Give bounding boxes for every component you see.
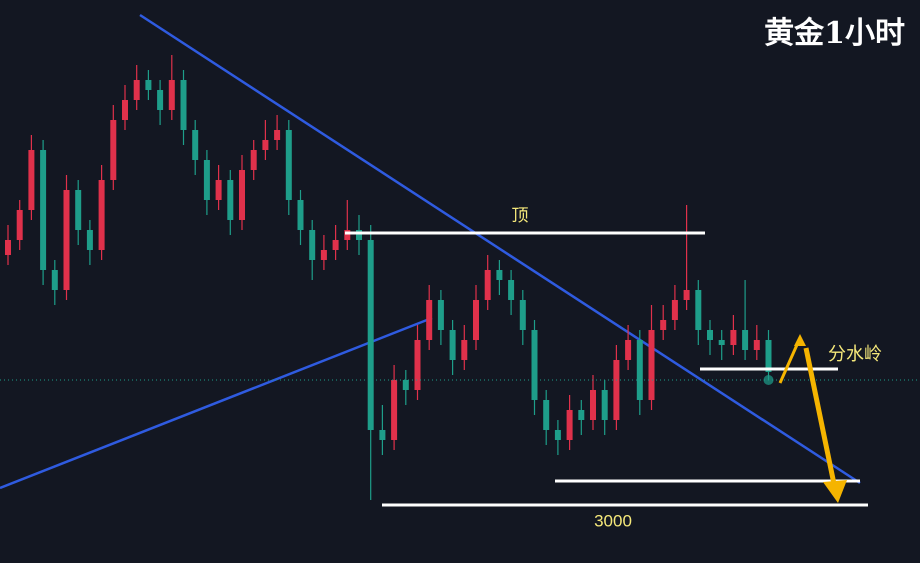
candle-body xyxy=(671,300,678,320)
candle-body xyxy=(344,230,351,240)
candle-body xyxy=(391,380,398,440)
candle-body xyxy=(239,170,245,220)
candle-body xyxy=(531,330,538,400)
candle-body xyxy=(519,300,526,330)
candle-body xyxy=(473,300,479,340)
candle-body xyxy=(192,130,199,160)
candle-body xyxy=(40,150,47,270)
candle-body xyxy=(707,330,713,340)
candle-body xyxy=(367,240,374,430)
candle-body xyxy=(180,80,187,130)
candle-body xyxy=(695,290,702,330)
arrow-head xyxy=(823,480,847,503)
candle-body xyxy=(718,340,725,345)
candle-body xyxy=(227,180,234,220)
candle-body xyxy=(601,390,608,420)
candle-body xyxy=(449,330,456,360)
candle-body xyxy=(51,270,58,290)
candle-body xyxy=(414,340,421,390)
candle-body xyxy=(765,340,772,372)
arrow-down xyxy=(803,347,837,485)
price-dot xyxy=(763,375,774,385)
candle-body xyxy=(437,300,444,330)
candle-body xyxy=(356,230,362,240)
candle-body xyxy=(660,320,667,330)
annotation: 分水岭 xyxy=(828,344,882,365)
candle-body xyxy=(625,340,632,360)
candle-body xyxy=(379,430,386,440)
candle-body xyxy=(402,380,409,390)
trend-line xyxy=(139,13,861,485)
candle-body xyxy=(203,160,210,200)
candle-body xyxy=(157,90,164,110)
candle-body xyxy=(309,230,316,260)
candles xyxy=(0,55,920,500)
candle-body xyxy=(320,250,327,260)
candle-body xyxy=(484,270,491,300)
candle-body xyxy=(86,230,93,250)
candle-body xyxy=(554,430,561,440)
candle-body xyxy=(262,140,269,150)
candle-body xyxy=(122,100,128,120)
candle-body xyxy=(274,130,281,140)
candle-body xyxy=(110,120,117,180)
candle-body xyxy=(742,330,749,350)
level-label: 3000 xyxy=(594,511,632,530)
candle-body xyxy=(133,80,140,100)
candle-body xyxy=(332,240,339,250)
candle-body xyxy=(496,270,503,280)
levels xyxy=(345,231,868,507)
candle-body xyxy=(297,200,304,230)
arrow-head xyxy=(794,334,806,346)
candle-body xyxy=(636,340,643,400)
candle-body xyxy=(566,410,573,440)
candle-body xyxy=(426,300,433,340)
candle-body xyxy=(145,80,152,90)
candle-body xyxy=(250,150,257,170)
candle-body xyxy=(648,330,655,400)
candle-body xyxy=(613,360,620,420)
candle-body xyxy=(63,190,70,290)
candle-body xyxy=(285,130,292,200)
candle-body xyxy=(98,180,105,250)
candle-body xyxy=(16,210,23,240)
candle-body xyxy=(578,410,585,420)
trend-line xyxy=(0,316,433,490)
annotation: 顶 xyxy=(512,206,529,226)
candle-body xyxy=(753,340,760,350)
candle-body xyxy=(730,330,737,345)
chart-title: 黄金1小时 xyxy=(764,16,905,51)
candle-body xyxy=(75,190,82,230)
candle-body xyxy=(215,180,222,200)
candle-body xyxy=(543,400,550,430)
candle-body xyxy=(508,280,515,300)
candle-body xyxy=(461,340,468,360)
candle-body xyxy=(683,290,690,300)
candle-body xyxy=(28,150,35,210)
candle-body xyxy=(590,390,596,420)
candle-body xyxy=(5,240,11,255)
candle-body xyxy=(168,80,175,110)
